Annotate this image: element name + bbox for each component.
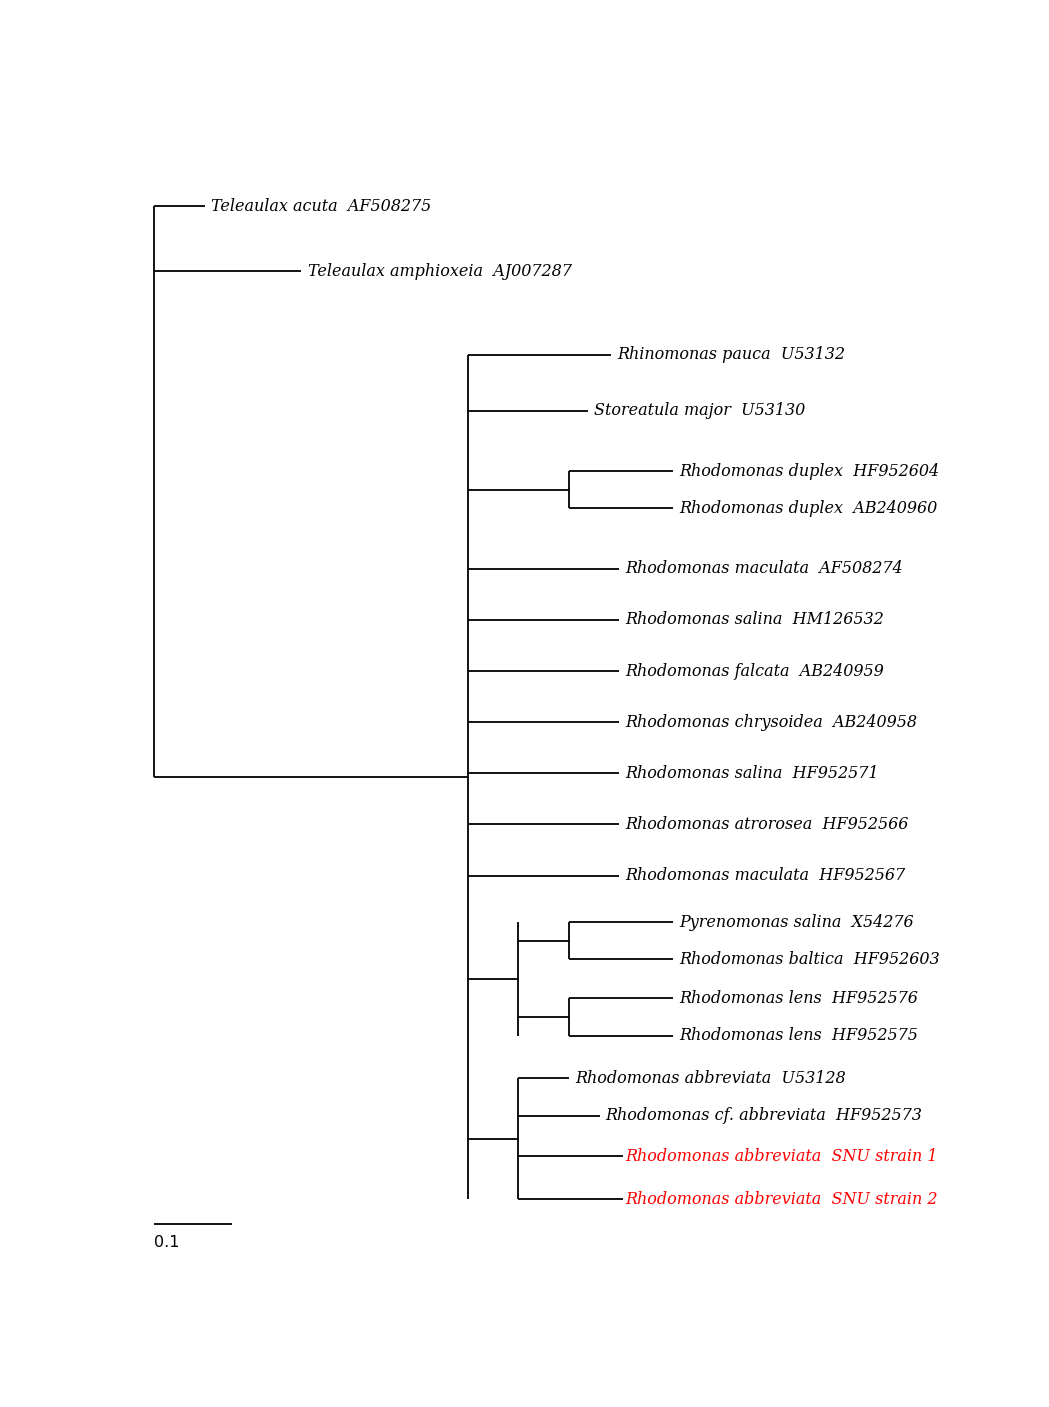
Text: Rhodomonas lens  HF952575: Rhodomonas lens HF952575 [680,1027,918,1044]
Text: Rhodomonas atrorosea  HF952566: Rhodomonas atrorosea HF952566 [625,816,908,833]
Text: Rhodomonas duplex  AB240960: Rhodomonas duplex AB240960 [680,499,938,516]
Text: Teleaulax acuta  AF508275: Teleaulax acuta AF508275 [211,197,431,214]
Text: Rhodomonas cf. abbreviata  HF952573: Rhodomonas cf. abbreviata HF952573 [605,1107,923,1124]
Text: Rhodomonas salina  HF952571: Rhodomonas salina HF952571 [625,765,879,782]
Text: Rhodomonas maculata  HF952567: Rhodomonas maculata HF952567 [625,867,905,884]
Text: Rhodomonas baltica  HF952603: Rhodomonas baltica HF952603 [680,951,940,968]
Text: Rhodomonas abbreviata  U53128: Rhodomonas abbreviata U53128 [575,1069,845,1086]
Text: Rhodomonas chrysoidea  AB240958: Rhodomonas chrysoidea AB240958 [625,713,917,730]
Text: Pyrenomonas salina  X54276: Pyrenomonas salina X54276 [680,913,914,930]
Text: Rhodomonas salina  HM126532: Rhodomonas salina HM126532 [625,612,884,629]
Text: Rhodomonas abbreviata  SNU strain 2: Rhodomonas abbreviata SNU strain 2 [625,1190,938,1207]
Text: Rhodomonas falcata  AB240959: Rhodomonas falcata AB240959 [625,663,884,680]
Text: 0.1: 0.1 [154,1235,179,1251]
Text: Storeatula major  U53130: Storeatula major U53130 [594,402,806,419]
Text: Rhodomonas maculata  AF508274: Rhodomonas maculata AF508274 [625,560,903,577]
Text: Rhodomonas lens  HF952576: Rhodomonas lens HF952576 [680,991,918,1007]
Text: Teleaulax amphioxeia  AJ007287: Teleaulax amphioxeia AJ007287 [307,263,572,280]
Text: Rhinomonas pauca  U53132: Rhinomonas pauca U53132 [618,346,845,363]
Text: Rhodomonas duplex  HF952604: Rhodomonas duplex HF952604 [680,463,940,480]
Text: Rhodomonas abbreviata  SNU strain 1: Rhodomonas abbreviata SNU strain 1 [625,1148,938,1165]
